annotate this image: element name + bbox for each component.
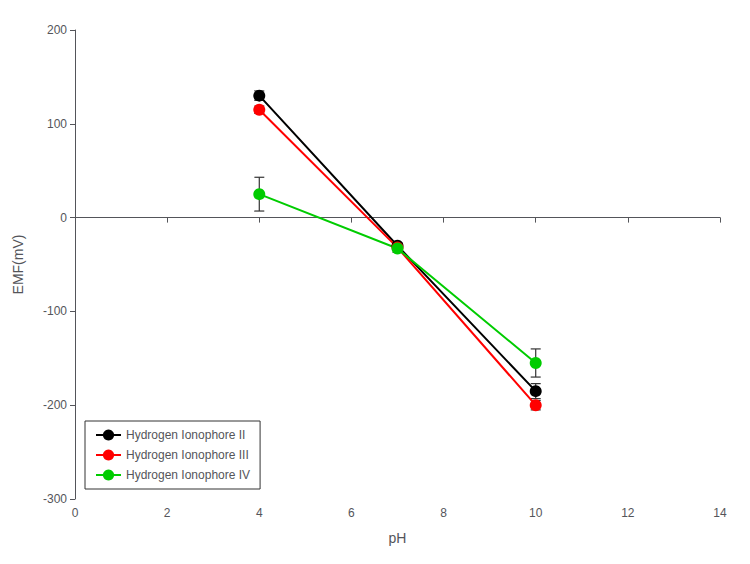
svg-text:6: 6 xyxy=(348,506,355,520)
svg-text:-300: -300 xyxy=(43,492,67,506)
svg-text:2: 2 xyxy=(164,506,171,520)
svg-text:8: 8 xyxy=(440,506,447,520)
svg-text:12: 12 xyxy=(621,506,635,520)
svg-text:10: 10 xyxy=(529,506,543,520)
svg-text:pH: pH xyxy=(389,530,407,546)
svg-text:Hydrogen Ionophore III: Hydrogen Ionophore III xyxy=(126,448,249,462)
svg-text:100: 100 xyxy=(47,117,67,131)
svg-text:200: 200 xyxy=(47,23,67,37)
svg-text:Hydrogen Ionophore IV: Hydrogen Ionophore IV xyxy=(126,468,250,482)
svg-text:Hydrogen Ionophore II: Hydrogen Ionophore II xyxy=(126,428,245,442)
svg-text:0: 0 xyxy=(60,211,67,225)
svg-text:-200: -200 xyxy=(43,398,67,412)
svg-text:14: 14 xyxy=(713,506,727,520)
svg-text:4: 4 xyxy=(256,506,263,520)
svg-text:EMF(mV): EMF(mV) xyxy=(10,235,26,295)
svg-text:-100: -100 xyxy=(43,304,67,318)
svg-text:0: 0 xyxy=(72,506,79,520)
